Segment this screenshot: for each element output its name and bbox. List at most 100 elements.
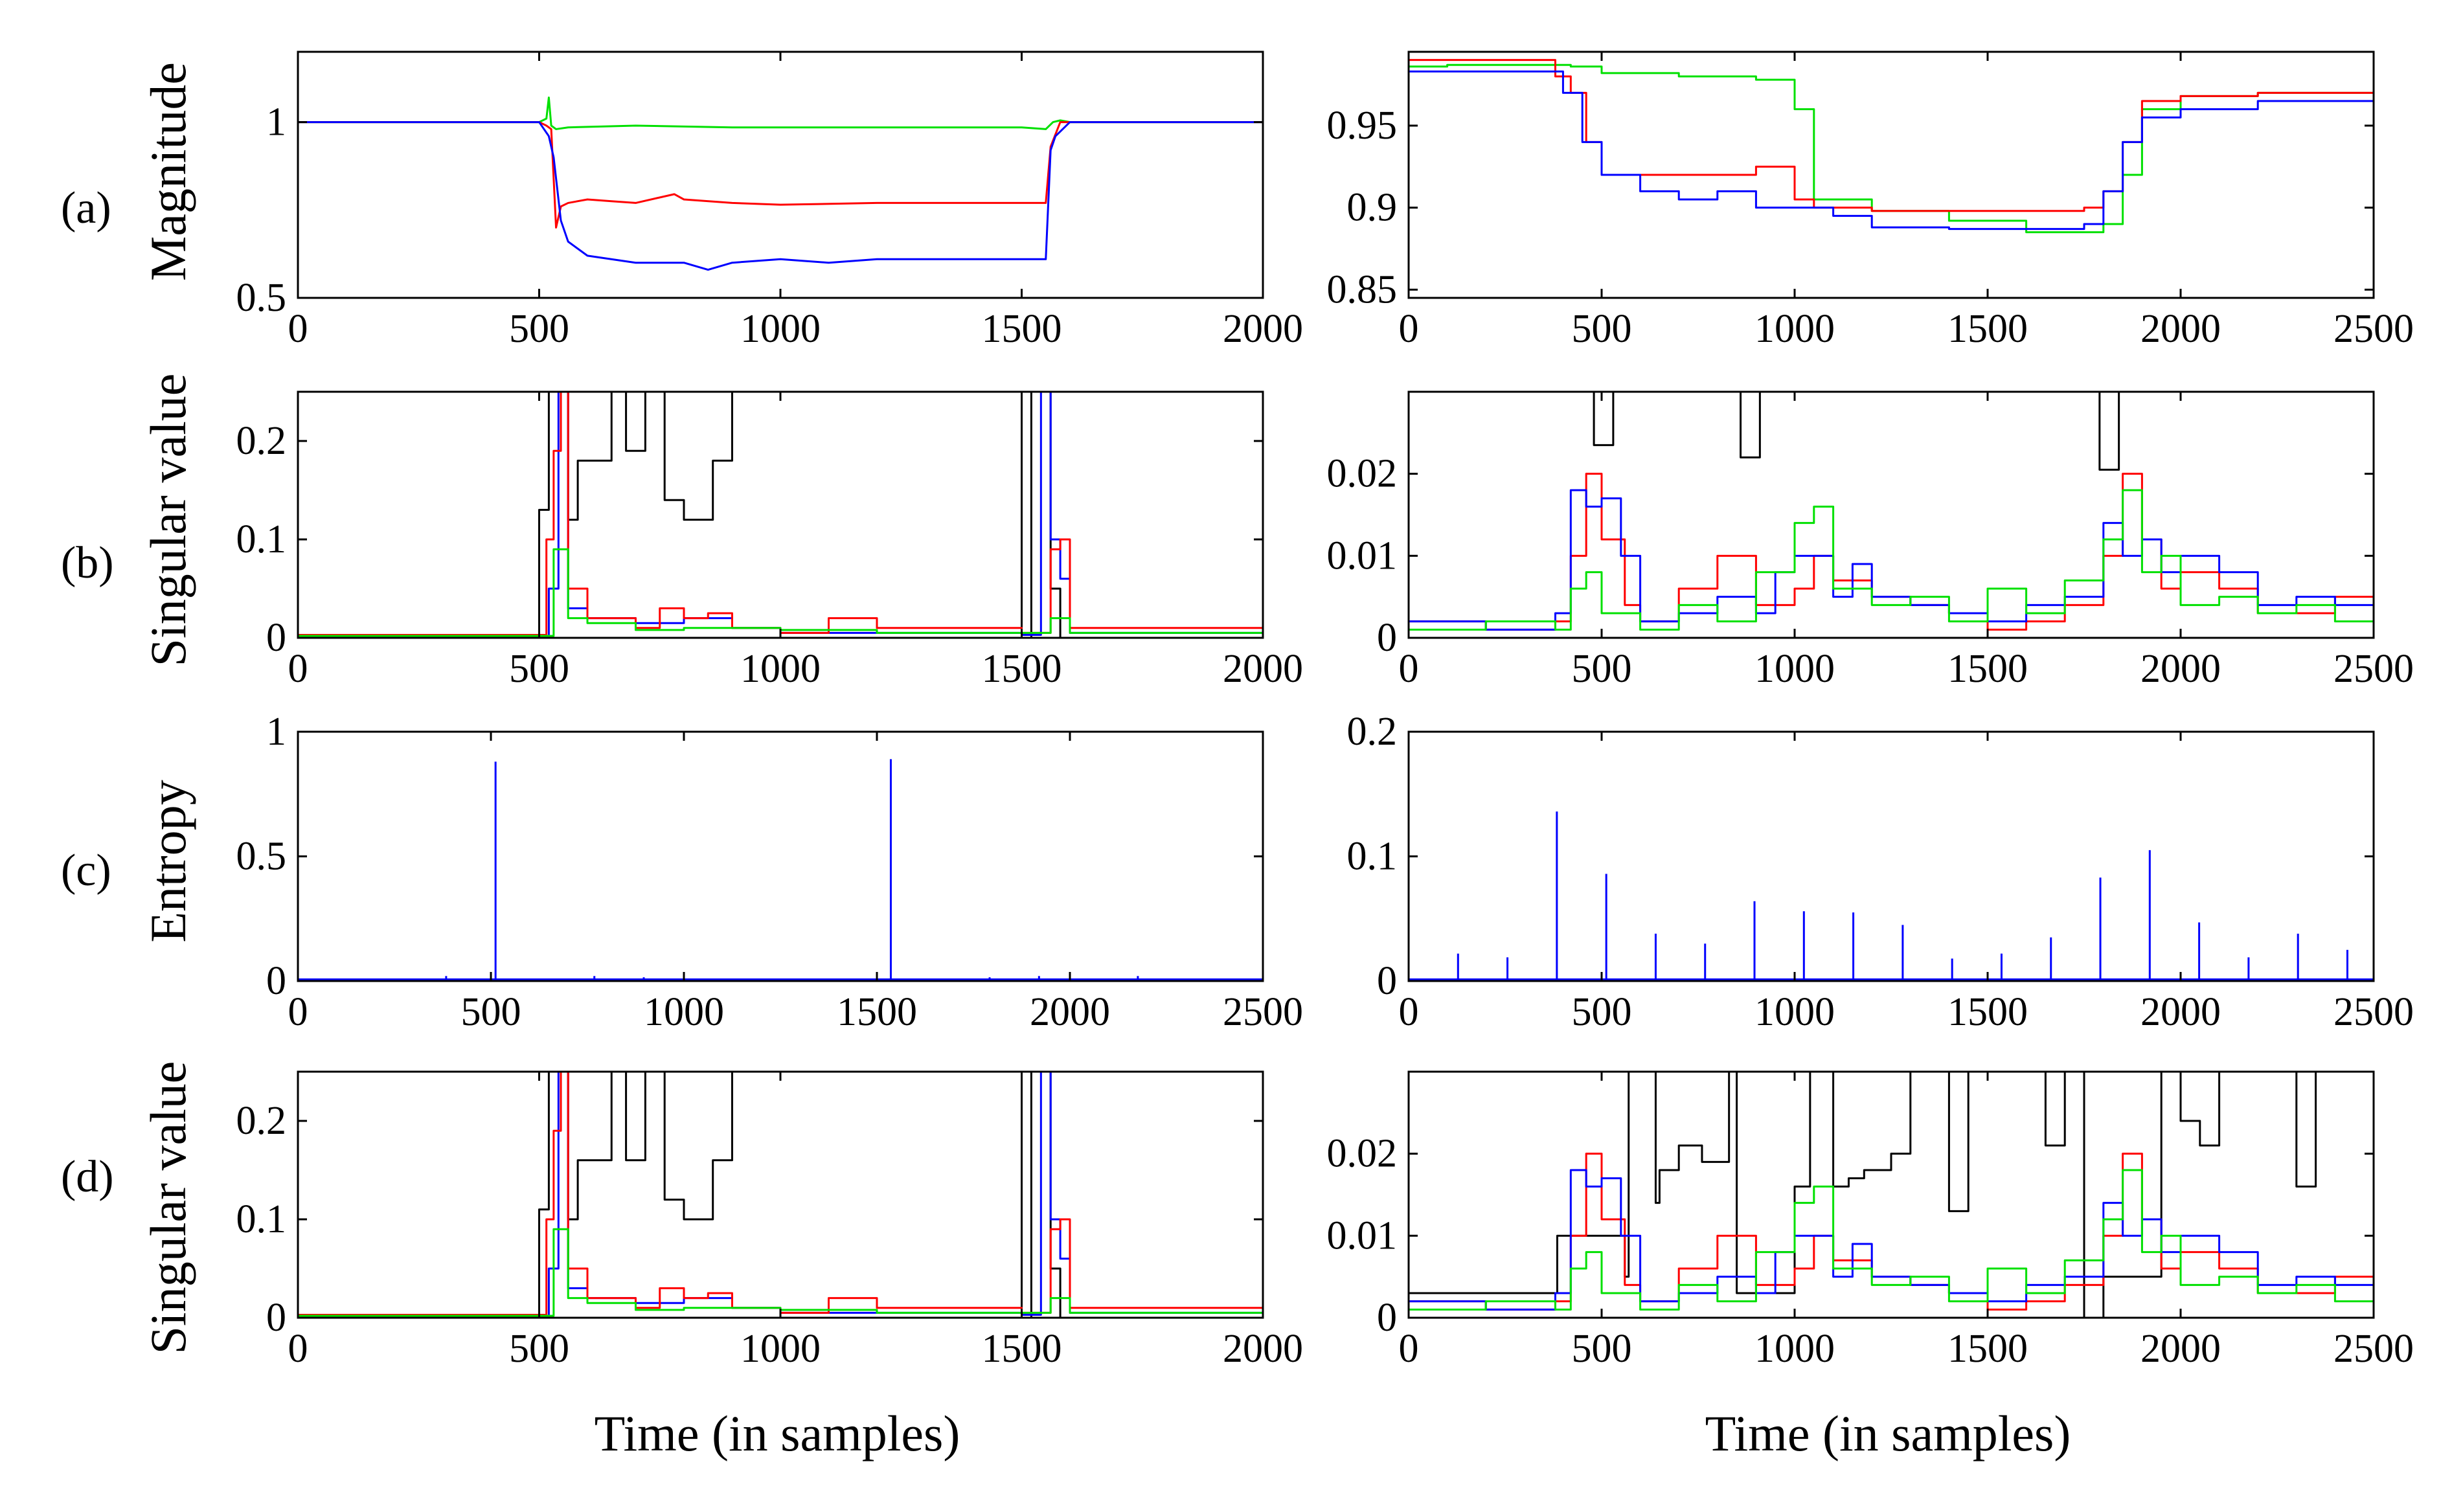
x-tick-label-a-right-3: 1500 — [1947, 307, 2028, 351]
panel-label-b: (b) — [61, 538, 114, 588]
x-tick-label-a-right-4: 2000 — [2140, 307, 2221, 351]
y-tick-label-a-right-2: 0.95 — [1327, 104, 1398, 148]
axes-frame-d-right — [1407, 1070, 2375, 1319]
y-tick-label-c-right-1: 0.1 — [1347, 835, 1398, 879]
chart-c-left: 0 500 1000 1500 2000 2500 0 0.5 1 — [236, 710, 1304, 1034]
x-tick-label-d-right-4: 2000 — [2140, 1327, 2221, 1371]
series-b-left-black-0 — [298, 392, 1263, 638]
x-tick-label-d-left-4: 2000 — [1223, 1327, 1303, 1371]
series-a-left-red-1 — [298, 121, 1263, 229]
y-tick-label-c-left-2: 1 — [266, 710, 286, 754]
x-tick-label-a-right-2: 1000 — [1754, 307, 1835, 351]
series-d-left-green-3 — [298, 1228, 1263, 1317]
chart-a-right: 0 500 1000 1500 2000 2500 0.85 0.9 0.95 — [1327, 51, 2414, 351]
axes-frame-b-right — [1407, 390, 2375, 639]
chart-c-right: 0 500 1000 1500 2000 2500 0 0.1 0.2 — [1347, 710, 2414, 1034]
x-tick-label-a-left-1: 500 — [509, 307, 569, 351]
x-tick-label-c-left-3: 1500 — [837, 990, 917, 1034]
y-tick-label-c-left-1: 0.5 — [236, 835, 287, 879]
plot-area-d-left — [298, 1072, 1263, 1318]
x-tick-label-a-left-0: 0 — [288, 307, 308, 351]
x-tick-label-b-left-1: 500 — [509, 647, 569, 691]
y-tick-label-a-left-0: 0.5 — [236, 276, 287, 320]
x-tick-label-b-left-4: 2000 — [1223, 647, 1303, 691]
series-a-right-green-0 — [1409, 63, 2374, 234]
chart-b-left: 0 500 1000 1500 2000 0 0.1 0.2 — [236, 390, 1303, 691]
y-axis-label-c: Entropy — [140, 780, 196, 942]
x-tick-label-a-right-1: 500 — [1572, 307, 1632, 351]
y-tick-label-a-right-1: 0.9 — [1347, 186, 1398, 230]
series-b-left-red-2 — [298, 392, 1263, 636]
x-axis-label-left: Time (in samples) — [595, 1405, 960, 1461]
x-tick-label-c-right-3: 1500 — [1947, 990, 2028, 1034]
series-a-right-blue-2 — [1409, 70, 2374, 231]
x-tick-label-c-left-1: 500 — [461, 990, 521, 1034]
plot-area-d-right — [1409, 1072, 2374, 1318]
x-tick-label-b-right-3: 1500 — [1947, 647, 2028, 691]
y-axis-label-b: Singular value — [140, 374, 196, 667]
x-tick-label-b-right-4: 2000 — [2140, 647, 2221, 691]
y-tick-label-a-right-0: 0.85 — [1327, 267, 1398, 311]
y-tick-label-c-right-2: 0.2 — [1347, 710, 1398, 754]
y-tick-label-d-right-1: 0.01 — [1327, 1213, 1398, 1258]
y-tick-label-b-right-1: 0.01 — [1327, 534, 1398, 578]
x-tick-label-d-right-5: 2500 — [2333, 1327, 2414, 1371]
axes-frame-a-right — [1407, 51, 2375, 299]
y-tick-label-c-left-0: 0 — [266, 959, 286, 1003]
y-tick-label-b-left-1: 0.1 — [236, 517, 287, 561]
x-tick-label-c-right-4: 2000 — [2140, 990, 2221, 1034]
series-d-left-red-2 — [298, 1072, 1263, 1316]
x-tick-label-d-left-0: 0 — [288, 1327, 308, 1371]
x-tick-label-d-right-1: 500 — [1572, 1327, 1632, 1371]
x-tick-label-d-right-2: 1000 — [1754, 1327, 1835, 1371]
series-b-left-green-3 — [298, 548, 1263, 637]
y-tick-label-b-right-0: 0 — [1377, 616, 1397, 660]
x-tick-label-b-left-3: 1500 — [982, 647, 1062, 691]
plot-area-b-left — [298, 392, 1263, 638]
series-d-right-green-3 — [1409, 1169, 2374, 1311]
series-b-right-black-0 — [1409, 392, 2374, 471]
series-a-left-blue-2 — [298, 121, 1263, 271]
x-tick-label-b-right-5: 2500 — [2333, 647, 2414, 691]
series-d-right-black-0 — [1409, 1072, 2374, 1318]
y-tick-label-d-left-0: 0 — [266, 1296, 286, 1340]
x-tick-label-a-right-0: 0 — [1399, 307, 1419, 351]
panel-label-c: (c) — [61, 846, 111, 896]
x-tick-label-d-left-3: 1500 — [982, 1327, 1062, 1371]
panel-label-d: (d) — [61, 1152, 114, 1202]
x-tick-label-c-left-0: 0 — [288, 990, 308, 1034]
x-tick-label-d-right-0: 0 — [1399, 1327, 1419, 1371]
y-tick-label-b-left-2: 0.2 — [236, 419, 287, 463]
x-tick-label-c-left-2: 1000 — [644, 990, 724, 1034]
x-tick-label-b-right-0: 0 — [1399, 647, 1419, 691]
plot-area-c-right — [1409, 811, 2374, 981]
panel-label-a: (a) — [61, 183, 111, 233]
x-axis-label-right: Time (in samples) — [1705, 1405, 2071, 1461]
plot-area-c-left — [298, 759, 1263, 981]
x-tick-label-a-right-5: 2500 — [2333, 307, 2414, 351]
y-tick-label-a-left-1: 1 — [266, 100, 286, 144]
y-tick-label-d-left-2: 0.2 — [236, 1099, 287, 1143]
chart-b-right: 0 500 1000 1500 2000 2500 0 0.01 0.02 — [1327, 390, 2414, 691]
x-tick-label-b-right-1: 500 — [1572, 647, 1632, 691]
x-tick-label-a-left-4: 2000 — [1223, 307, 1303, 351]
series-a-right-red-1 — [1409, 59, 2374, 212]
y-tick-label-b-left-0: 0 — [266, 616, 286, 660]
x-tick-label-c-right-2: 1000 — [1754, 990, 1835, 1034]
x-tick-label-d-left-2: 1000 — [740, 1327, 821, 1371]
y-axis-label-d: Singular value — [140, 1061, 196, 1355]
x-tick-label-d-left-1: 500 — [509, 1327, 569, 1371]
x-tick-label-c-right-0: 0 — [1399, 990, 1419, 1034]
chart-a-left: 0 500 1000 1500 2000 0.5 1 — [236, 51, 1303, 351]
y-tick-label-d-right-0: 0 — [1377, 1296, 1397, 1340]
x-tick-label-a-left-2: 1000 — [740, 307, 821, 351]
y-tick-label-c-right-0: 0 — [1377, 959, 1397, 1003]
plot-area-b-right — [1409, 392, 2374, 631]
x-tick-label-b-left-2: 1000 — [740, 647, 821, 691]
y-tick-label-d-left-1: 0.1 — [236, 1197, 287, 1241]
series-b-right-green-3 — [1409, 489, 2374, 631]
x-tick-label-b-right-2: 1000 — [1754, 647, 1835, 691]
